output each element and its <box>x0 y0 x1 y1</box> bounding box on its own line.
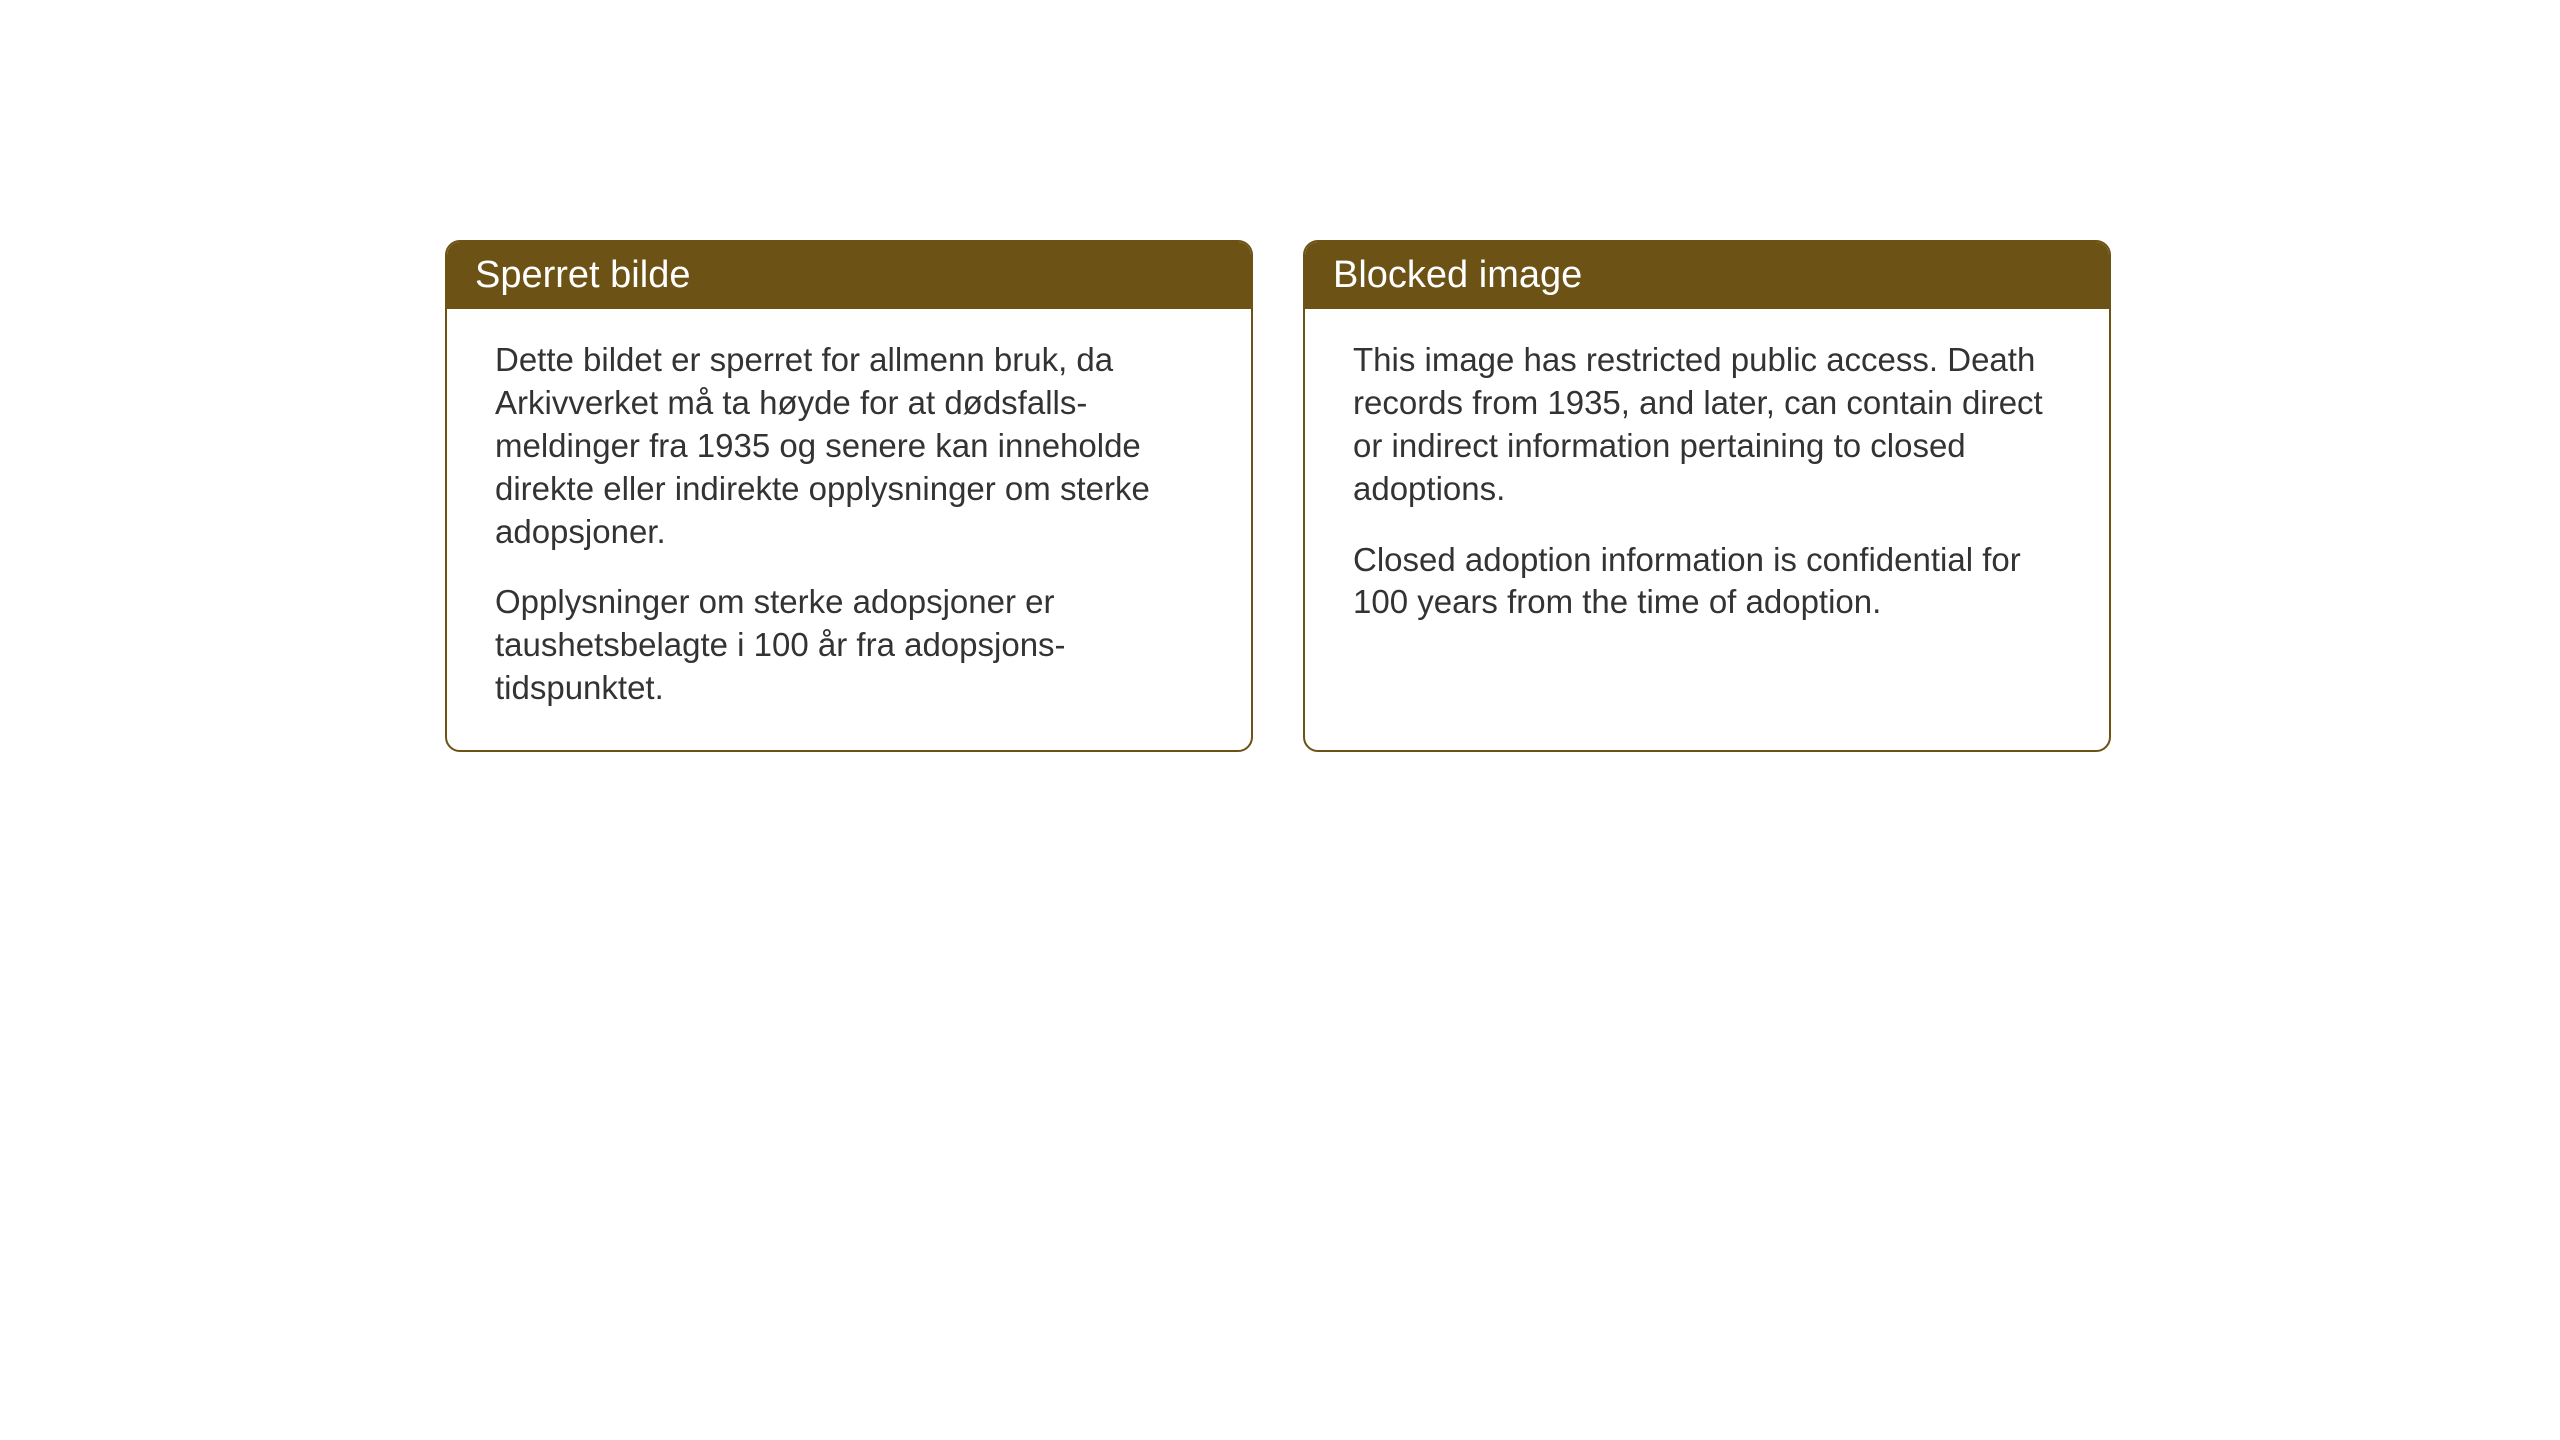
card-paragraph-1-norwegian: Dette bildet er sperret for allmenn bruk… <box>495 339 1203 553</box>
card-body-norwegian: Dette bildet er sperret for allmenn bruk… <box>447 309 1251 750</box>
card-paragraph-2-norwegian: Opplysninger om sterke adopsjoner er tau… <box>495 581 1203 710</box>
card-norwegian: Sperret bilde Dette bildet er sperret fo… <box>445 240 1253 752</box>
card-paragraph-1-english: This image has restricted public access.… <box>1353 339 2061 511</box>
card-paragraph-2-english: Closed adoption information is confident… <box>1353 539 2061 625</box>
card-header-english: Blocked image <box>1305 242 2109 309</box>
card-english: Blocked image This image has restricted … <box>1303 240 2111 752</box>
card-header-norwegian: Sperret bilde <box>447 242 1251 309</box>
card-title-english: Blocked image <box>1333 254 1582 296</box>
cards-container: Sperret bilde Dette bildet er sperret fo… <box>445 240 2111 752</box>
card-title-norwegian: Sperret bilde <box>475 254 690 296</box>
card-body-english: This image has restricted public access.… <box>1305 309 2109 707</box>
